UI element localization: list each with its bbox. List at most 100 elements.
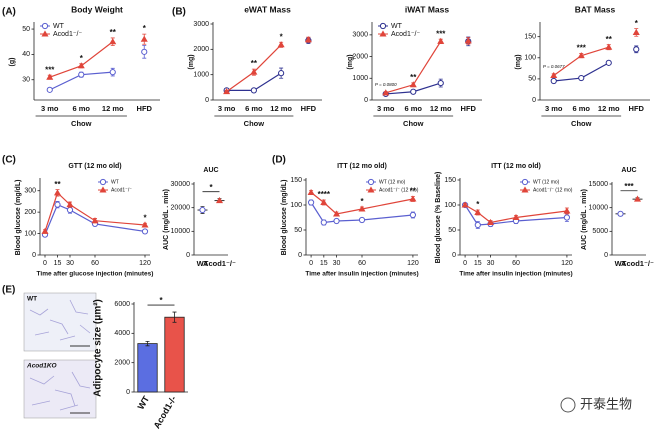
x-tick-label: 120 [139,260,151,267]
panel-label: (B) [172,7,186,18]
significance: *** [436,29,446,38]
y-tick-label: 100 [24,230,36,237]
marker [53,189,62,196]
significance: * [635,19,639,28]
watermark: 开泰生物 [560,396,632,413]
chart-title: AUC [621,167,636,174]
y-tick-label: 3000 [193,21,209,28]
x-axis-label: Time after insulin injection (minutes) [305,271,418,278]
marker [358,216,366,224]
panel-label: (A) [2,7,16,18]
legend-marker [521,186,529,193]
watermark-text: 开泰生物 [580,396,632,411]
marker [437,79,444,87]
micrograph-texture [29,299,91,341]
series-line [226,44,282,93]
y-tick-label: 150 [524,34,536,41]
y-tick-label: 40 [22,51,30,58]
marker [91,217,99,224]
y-tick-label: 2000 [352,53,368,60]
marker [141,48,148,55]
legend-marker [379,22,387,30]
marker [474,208,482,215]
significance: * [280,32,284,41]
marker [109,69,116,76]
marker [141,221,149,228]
marker [66,206,74,214]
marker [320,198,328,205]
marker [277,41,285,48]
y-axis-label: AUC (mg/dL . min) [581,189,588,250]
bracket-label: Chow [71,119,92,128]
marker [605,59,612,66]
significance: ** [251,59,258,68]
y-tick-label: 150 [444,177,456,184]
bar [164,316,185,393]
x-tick-label: Acod1⁻/⁻ [621,259,654,268]
x-tick-label: 3 mo [41,104,59,113]
y-tick-label: 6000 [114,301,130,308]
x-tick-label: 3 mo [545,104,563,113]
y-tick-label: 3000 [352,32,368,39]
marker [617,210,624,217]
x-tick-label: 60 [91,260,99,267]
y-tick-label: 0 [126,389,130,396]
legend-marker [367,186,375,193]
marker [304,36,312,43]
x-tick-label: 3 mo [377,104,395,113]
y-tick-label: 30000 [171,181,191,188]
legend-marker [41,22,49,30]
x-tick-label: 12 mo [598,104,620,113]
marker [223,88,231,95]
marker [77,62,85,69]
y-tick-label: 0 [532,97,536,104]
legend-marker [379,30,387,37]
y-tick-label: 50 [448,227,456,234]
marker [578,74,585,82]
marker [487,218,495,225]
marker [474,221,481,229]
x-tick-label: 15 [54,260,62,267]
significance: *** [45,65,55,74]
marker [563,214,571,221]
micrograph-texture [29,371,91,411]
marker [140,35,148,42]
y-axis-label: (mg) [515,54,522,69]
x-tick-label: HFD [629,104,645,113]
y-axis-label: (mg) [188,54,195,69]
x-tick-label: 60 [512,260,520,267]
marker [410,88,417,95]
marker [512,213,520,220]
micrograph-wt [23,292,97,352]
significance: * [143,213,147,222]
y-tick-label: 10000 [589,205,609,212]
watermark-icon [560,397,576,413]
x-tick-label: 120 [407,260,419,267]
legend-label: Acod1⁻/⁻ [111,187,132,193]
marker [307,188,315,195]
x-tick-label: 6 mo [245,104,263,113]
marker [215,196,224,204]
marker [409,81,417,88]
legend-label: Acod1⁻/⁻ (12 mo) [379,187,419,193]
chart: 0 15 30 60 120 0 100 200 300 GTT (12 mo old) (C) Bl… [2,155,153,278]
x-tick-label: 15 [474,260,482,267]
x-tick-label: 12 mo [102,104,124,113]
x-tick-label: 30 [66,260,74,267]
marker [320,219,327,226]
legend-marker [99,186,107,193]
marker [409,211,417,219]
panel-label: (D) [272,155,286,166]
x-tick-label: 0 [309,260,313,267]
bracket-label: Chow [244,119,265,128]
chart-title: iWAT Mass [405,4,450,14]
chart-title: BAT Mass [575,4,616,14]
chart-title: eWAT Mass [244,4,291,14]
y-tick-label: 0 [32,252,36,259]
chart: 3 mo 6 mo 12 mo HFD 0 50 100 150 BAT Mass (mg) Cho… [515,4,650,128]
legend-label: WT [53,23,65,30]
legend-marker [99,178,107,186]
